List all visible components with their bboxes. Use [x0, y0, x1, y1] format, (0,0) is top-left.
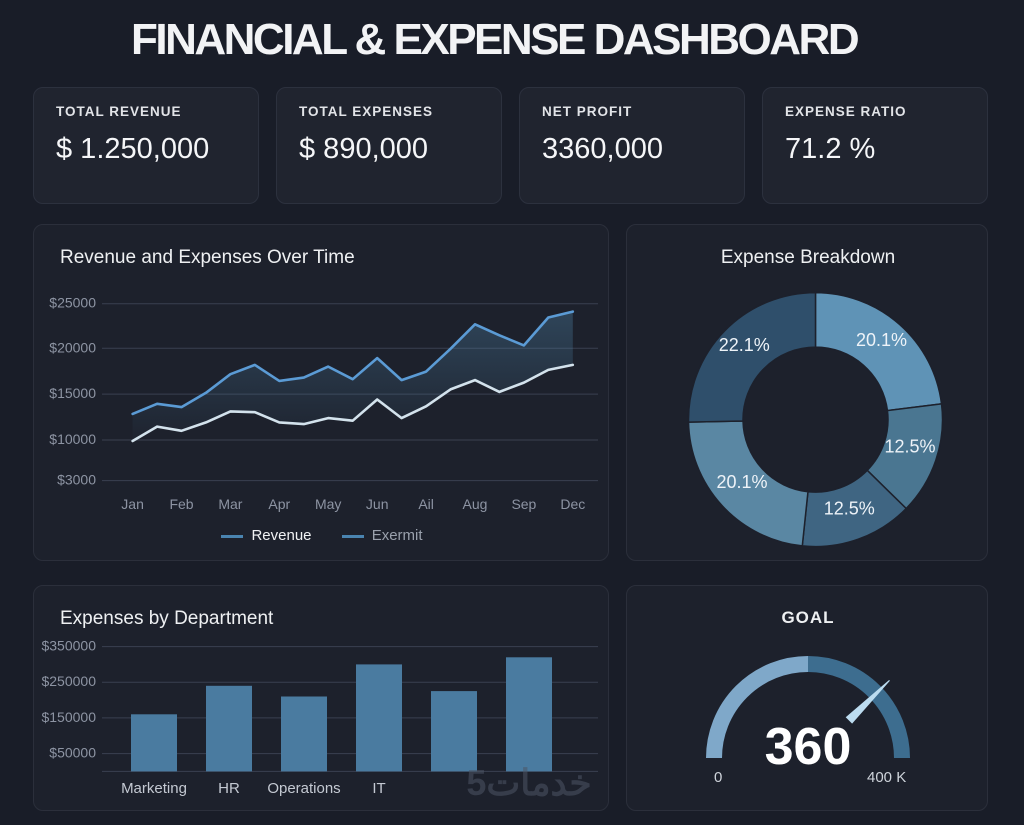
svg-text:12.5%: 12.5%: [824, 499, 875, 519]
svg-text:20.1%: 20.1%: [856, 330, 907, 350]
svg-text:$150000: $150000: [41, 709, 96, 725]
svg-text:Apr: Apr: [268, 496, 290, 512]
svg-text:May: May: [315, 496, 341, 512]
svg-text:Jun: Jun: [366, 496, 389, 512]
svg-text:$15000: $15000: [49, 385, 96, 401]
svg-text:خدمات5: خدمات5: [466, 762, 591, 803]
svg-text:$25000: $25000: [49, 295, 96, 311]
svg-text:$50000: $50000: [49, 745, 96, 761]
svg-text:IT: IT: [372, 780, 385, 797]
svg-text:Operations: Operations: [267, 780, 340, 797]
svg-text:Sep: Sep: [511, 496, 536, 512]
svg-text:Marketing: Marketing: [121, 780, 187, 797]
svg-text:HR: HR: [218, 780, 240, 797]
svg-text:$3000: $3000: [57, 472, 96, 488]
svg-text:$20000: $20000: [49, 339, 96, 355]
svg-text:$350000: $350000: [41, 638, 96, 654]
svg-text:Jan: Jan: [121, 496, 144, 512]
svg-text:360: 360: [765, 718, 852, 776]
svg-text:$10000: $10000: [49, 431, 96, 447]
svg-text:20.1%: 20.1%: [716, 472, 767, 492]
svg-text:$250000: $250000: [41, 673, 96, 689]
svg-text:Dec: Dec: [560, 496, 585, 512]
svg-text:Ail: Ail: [418, 496, 434, 512]
svg-text:Feb: Feb: [169, 496, 193, 512]
svg-text:400 K: 400 K: [867, 769, 906, 786]
svg-text:12.5%: 12.5%: [884, 437, 935, 457]
svg-text:Aug: Aug: [463, 496, 488, 512]
svg-text:22.1%: 22.1%: [719, 335, 770, 355]
svg-text:Mar: Mar: [218, 496, 242, 512]
svg-text:0: 0: [714, 769, 722, 786]
